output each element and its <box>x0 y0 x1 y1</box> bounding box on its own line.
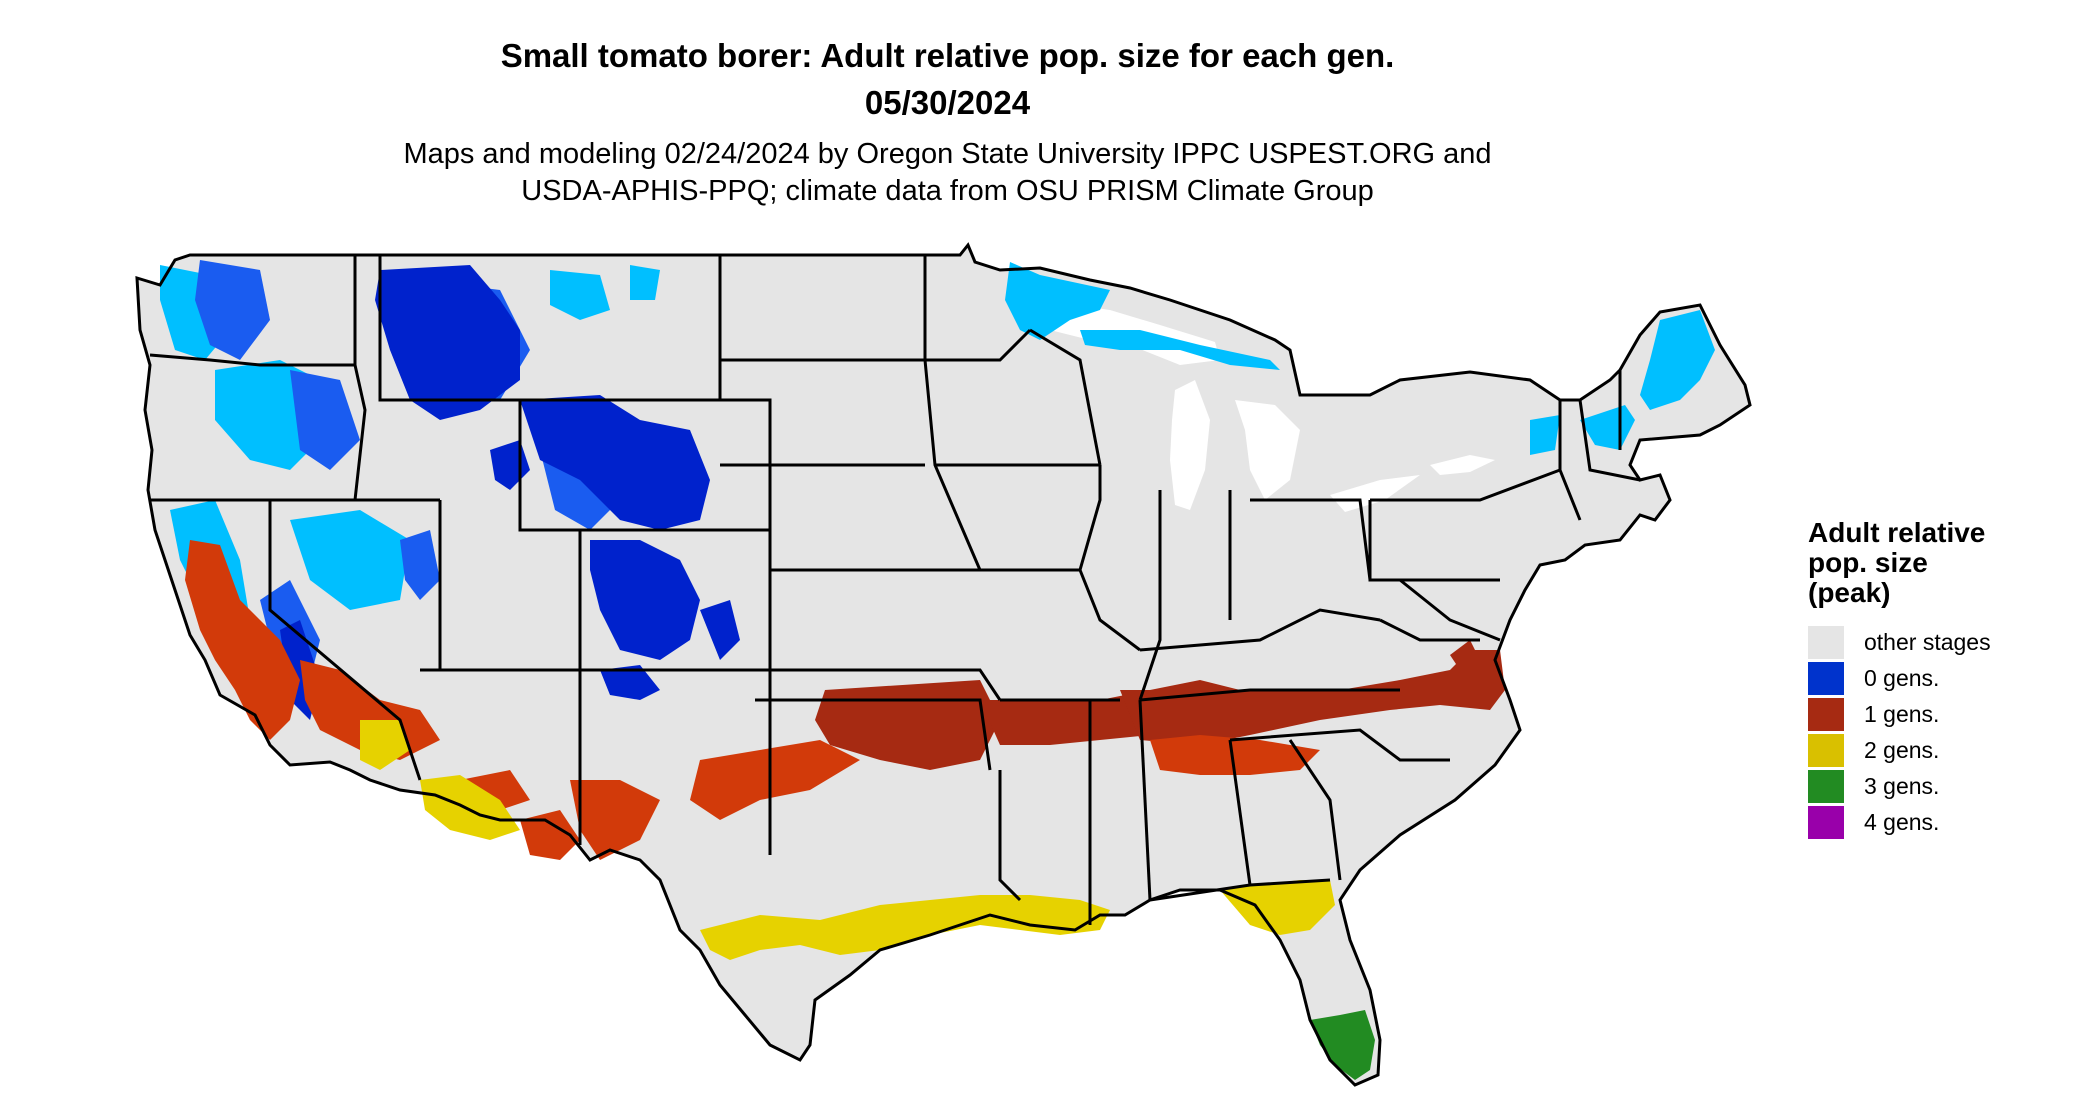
legend: other stages 0 gens. 1 gens. 2 gens. 3 g… <box>1808 624 1991 840</box>
zone-one-gen-light <box>185 540 1320 860</box>
legend-swatch <box>1808 697 1844 731</box>
legend-title-line1: Adult relative <box>1808 517 1986 548</box>
map-title: Small tomato borer: Adult relative pop. … <box>500 37 1395 74</box>
legend-swatch <box>1808 733 1844 767</box>
legend-label: 0 gens. <box>1864 664 1940 691</box>
legend-label: 2 gens. <box>1864 736 1940 763</box>
state-borders <box>135 242 1752 1087</box>
zone-two-gen <box>360 720 1335 960</box>
legend-swatch <box>1808 661 1844 695</box>
zone-three-gen <box>1310 1010 1375 1080</box>
map-subtitle-line2: USDA-APHIS-PPQ; climate data from OSU PR… <box>521 175 1374 207</box>
legend-item-other-stages: other stages <box>1808 624 1991 660</box>
legend-swatch <box>1808 769 1844 803</box>
zone-dark-blue <box>280 265 740 720</box>
legend-title: Adult relative pop. size (peak) <box>1808 518 1985 608</box>
legend-swatch <box>1808 625 1844 659</box>
legend-swatch <box>1808 805 1844 839</box>
legend-label: 3 gens. <box>1864 772 1940 799</box>
map-subtitle-line1: Maps and modeling 02/24/2024 by Oregon S… <box>403 138 1492 170</box>
legend-item-2-gens: 2 gens. <box>1808 732 1991 768</box>
legend-item-3-gens: 3 gens. <box>1808 768 1991 804</box>
legend-item-4-gens: 4 gens. <box>1808 804 1991 840</box>
legend-title-line2: pop. size <box>1808 547 1928 578</box>
legend-label: 1 gens. <box>1864 700 1940 727</box>
map-date: 05/30/2024 <box>864 84 1031 121</box>
legend-label: other stages <box>1864 628 1991 655</box>
legend-title-line3: (peak) <box>1808 577 1891 608</box>
legend-label: 4 gens. <box>1864 808 1940 835</box>
us-map <box>135 242 1752 1087</box>
legend-item-0-gens: 0 gens. <box>1808 660 1991 696</box>
legend-item-1-gens: 1 gens. <box>1808 696 1991 732</box>
